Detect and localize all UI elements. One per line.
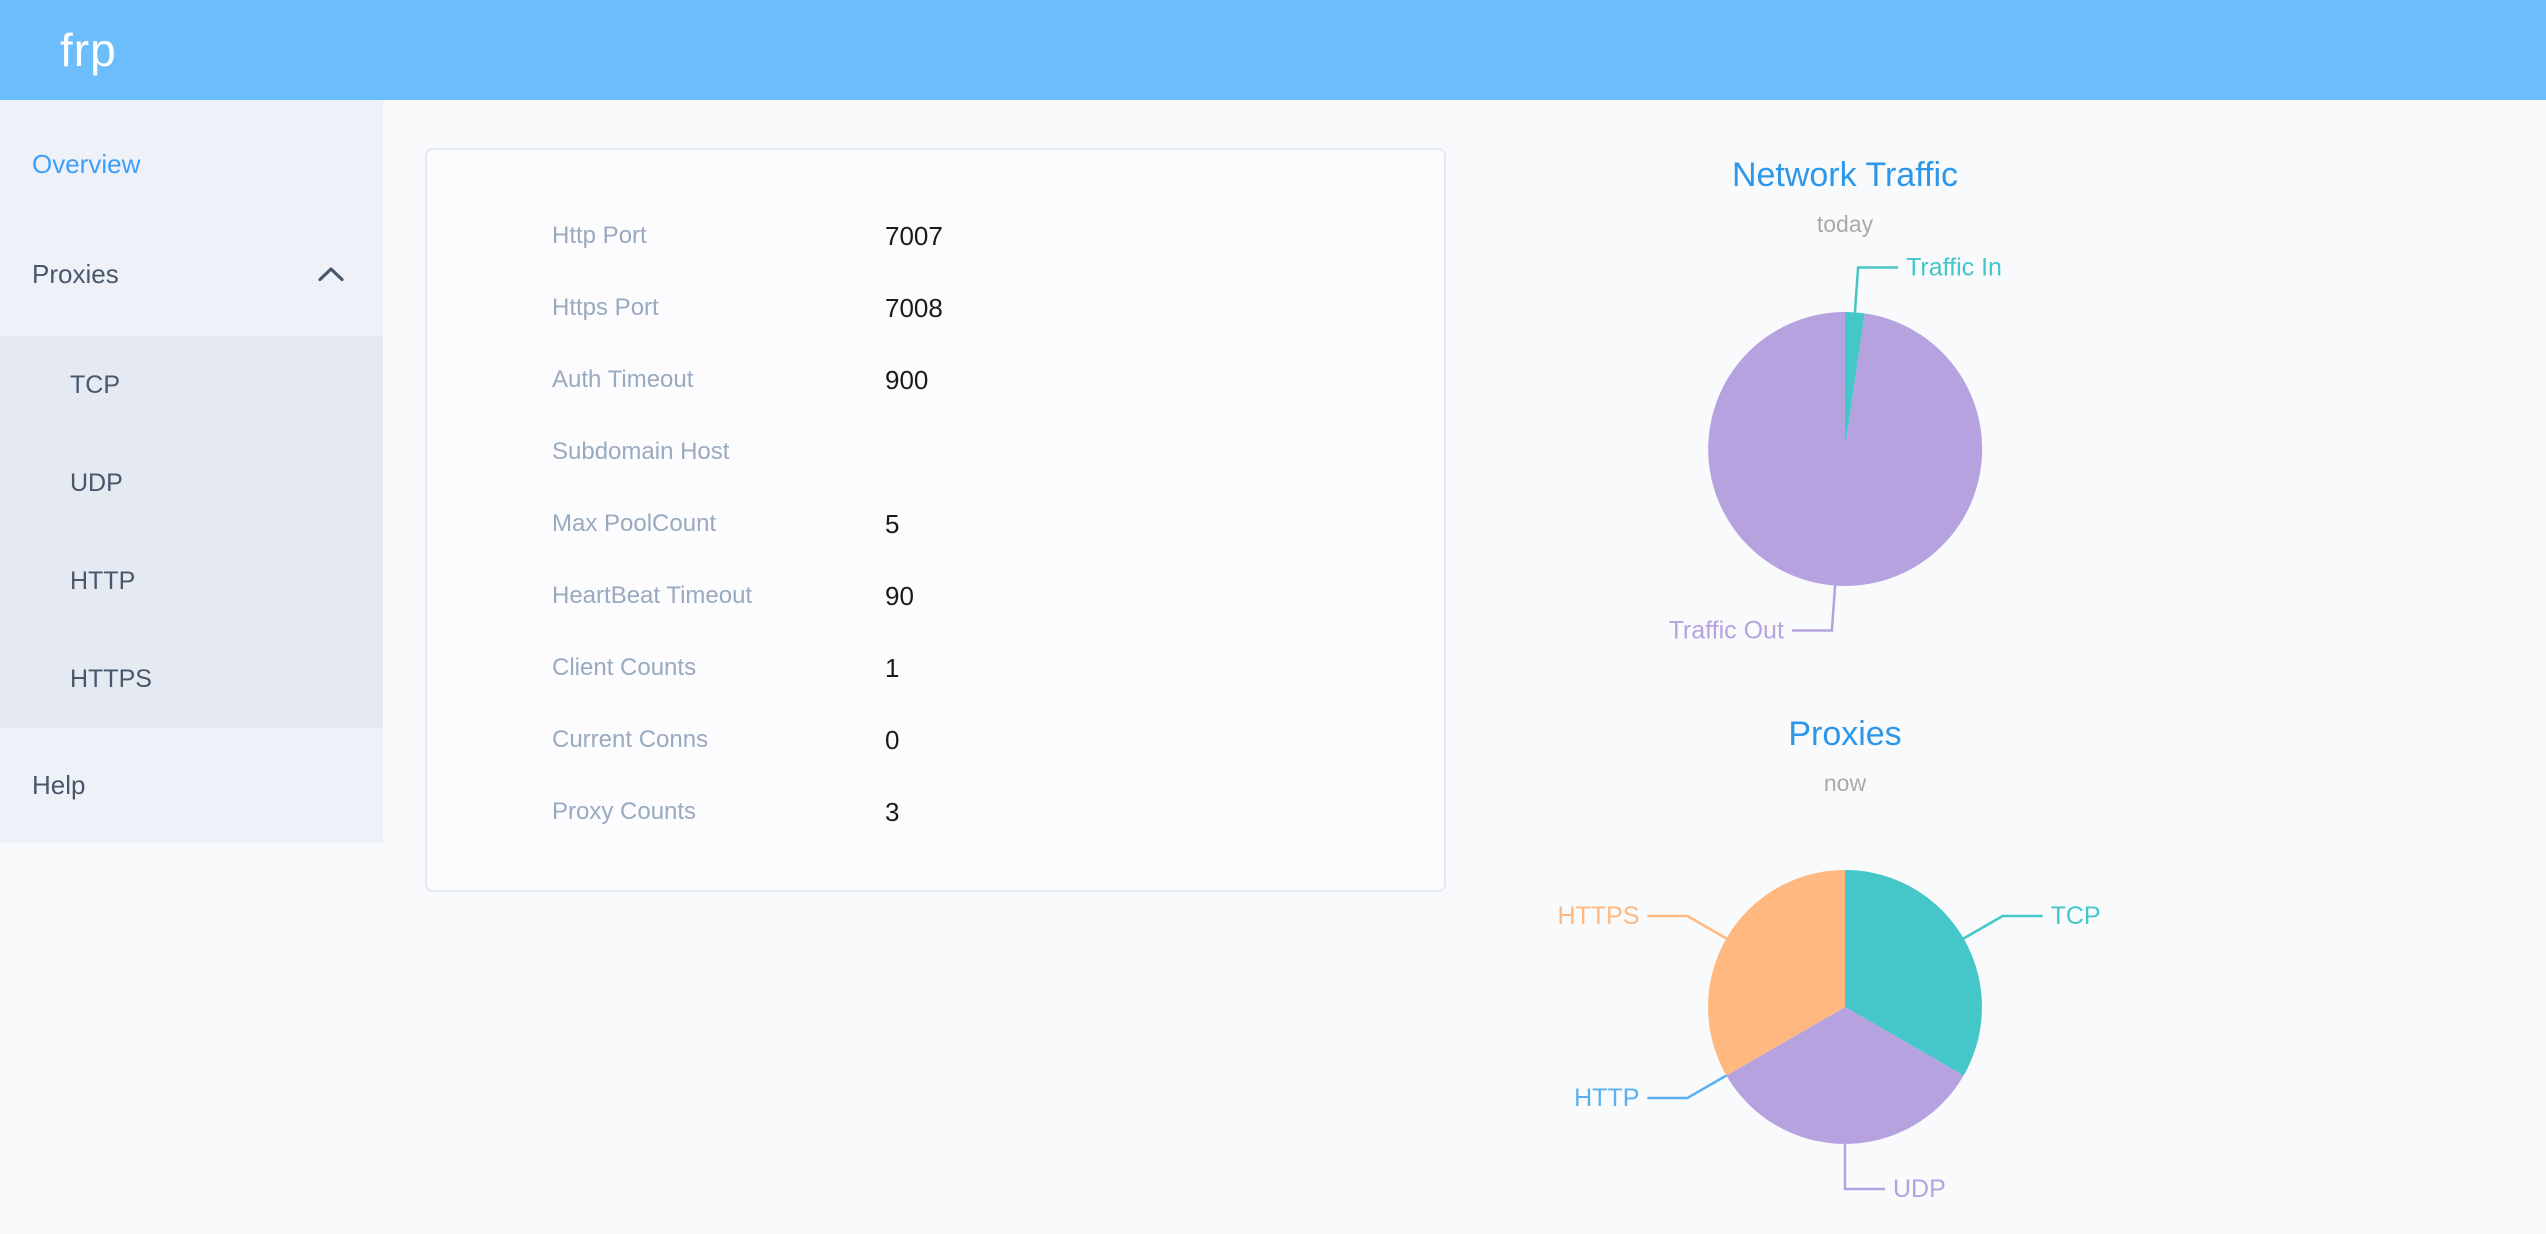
config-label: Proxy Counts — [552, 798, 697, 825]
config-label: Current Conns — [552, 726, 709, 753]
pie-label-line-http — [1647, 1074, 1728, 1100]
proxies-chart-subtitle: now — [1823, 770, 1867, 796]
pie-slice-traffic-in[interactable] — [1845, 311, 1865, 449]
config-value: 3 — [885, 796, 900, 827]
sidebar-subitem-udp[interactable]: UDP — [70, 468, 123, 497]
pie-label-tcp: TCP — [2051, 902, 2101, 930]
config-row-heartbeat-timeout: HeartBeat Timeout 90 — [427, 560, 1444, 632]
config-value: 7008 — [885, 292, 943, 323]
sidebar-item-label: Proxies — [32, 258, 119, 289]
config-value: 1 — [885, 652, 900, 683]
sidebar: Overview Proxies TCP UDP HTTP HTTPS Help — [0, 100, 383, 843]
pie-label-udp: UDP — [1893, 1175, 1946, 1203]
config-row-auth-timeout: Auth Timeout 900 — [427, 344, 1444, 416]
pie-label-line-traffic-out — [1791, 585, 1837, 632]
sidebar-item-label: Help — [32, 769, 86, 800]
sidebar-menu: Overview Proxies TCP UDP HTTP HTTPS Help — [0, 114, 383, 842]
sidebar-item-label: Overview — [32, 148, 141, 179]
sidebar-subitem-tcp[interactable]: TCP — [70, 370, 120, 399]
config-label: Auth Timeout — [552, 366, 694, 393]
pie-label-http: HTTP — [1574, 1084, 1639, 1112]
config-value: 5 — [885, 508, 900, 539]
config-row-current-conns: Current Conns 0 — [427, 704, 1444, 776]
pie-slice-traffic-out[interactable] — [1708, 312, 1983, 586]
sidebar-subitem-http[interactable]: HTTP — [70, 566, 136, 595]
network-traffic-chart-title: Network Traffic — [1731, 156, 1959, 194]
server-config-list: Http Port 7007 Https Port 7008 Auth Timeout 9… — [427, 200, 1444, 848]
pie-label-line-https — [1647, 914, 1728, 940]
pie-label-line-tcp — [1962, 914, 2043, 940]
sidebar-subitem-https[interactable]: HTTPS — [70, 664, 152, 693]
pie-slice-tcp[interactable] — [1845, 870, 1982, 1076]
config-label: Https Port — [552, 294, 659, 321]
pie-label-line-traffic-in — [1853, 266, 1899, 313]
proxies-pie-chart[interactable]: TCP UDP HTTP HTTPS — [1545, 795, 2145, 1231]
config-label: Subdomain Host — [552, 438, 730, 465]
pie-label-line-udp — [1843, 1144, 1885, 1191]
config-value: 90 — [885, 580, 914, 611]
config-label: Max PoolCount — [552, 510, 717, 537]
charts-panel: Network Traffic today Traffic In Traffic … — [1545, 100, 2145, 1234]
network-traffic-chart-subtitle: today — [1816, 211, 1874, 237]
proxies-chart-title: Proxies — [1788, 715, 1902, 753]
sidebar-item-help[interactable]: Help — [0, 728, 383, 842]
config-label: HeartBeat Timeout — [552, 582, 753, 609]
pie-label-traffic-in: Traffic In — [1906, 254, 2002, 282]
app-logo: frp — [60, 24, 117, 76]
config-value: 7007 — [885, 220, 943, 251]
config-value: 900 — [885, 364, 929, 395]
pie-label-traffic-out: Traffic Out — [1669, 617, 1784, 645]
app-header: frp — [0, 0, 2546, 100]
sidebar-submenu-proxies: TCP UDP HTTP HTTPS — [0, 336, 383, 728]
config-value: 0 — [885, 724, 900, 755]
sidebar-item-proxies[interactable]: Proxies — [0, 224, 383, 324]
config-row-max-poolcount: Max PoolCount 5 — [427, 488, 1444, 560]
pie-slice-https[interactable] — [1708, 870, 1845, 1076]
config-row-http-port: Http Port 7007 — [427, 200, 1444, 272]
server-config-card: Http Port 7007 Https Port 7008 Auth Timeout 9… — [425, 148, 1446, 892]
config-label: Http Port — [552, 222, 647, 249]
config-row-https-port: Https Port 7008 — [427, 272, 1444, 344]
chevron-up-icon — [318, 267, 344, 282]
config-row-client-counts: Client Counts 1 — [427, 632, 1444, 704]
config-row-proxy-counts: Proxy Counts 3 — [427, 776, 1444, 848]
config-label: Client Counts — [552, 654, 697, 681]
config-row-subdomain-host: Subdomain Host — [427, 416, 1444, 488]
pie-slice-udp[interactable] — [1726, 1007, 1964, 1144]
pie-label-https: HTTPS — [1557, 902, 1639, 930]
network-traffic-pie-chart[interactable]: Traffic In Traffic Out — [1545, 240, 2145, 670]
sidebar-item-overview[interactable]: Overview — [0, 114, 383, 214]
